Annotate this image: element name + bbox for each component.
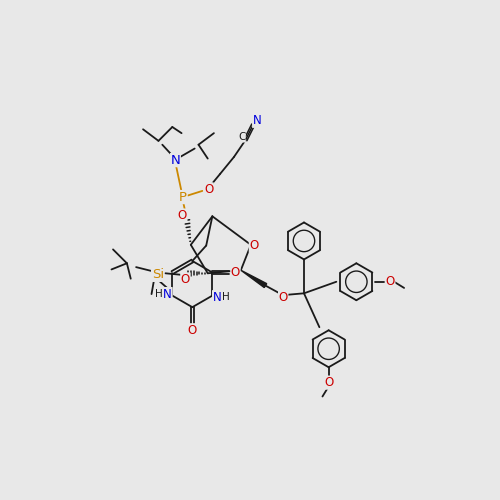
Text: Si: Si	[152, 268, 164, 281]
Text: O: O	[250, 239, 258, 252]
Text: O: O	[181, 273, 190, 286]
Text: P: P	[179, 190, 187, 203]
Text: H: H	[222, 292, 230, 302]
Text: N: N	[252, 114, 262, 128]
Text: O: O	[386, 276, 395, 288]
Text: O: O	[324, 376, 334, 389]
Text: N: N	[212, 290, 222, 304]
Text: N: N	[164, 288, 172, 300]
Text: O: O	[178, 209, 187, 222]
Text: H: H	[154, 289, 162, 299]
Text: O: O	[204, 183, 213, 196]
Text: O: O	[188, 324, 197, 337]
Polygon shape	[241, 270, 266, 287]
Text: C: C	[238, 132, 246, 142]
Text: N: N	[170, 154, 180, 166]
Text: O: O	[278, 290, 288, 304]
Text: O: O	[231, 266, 240, 279]
